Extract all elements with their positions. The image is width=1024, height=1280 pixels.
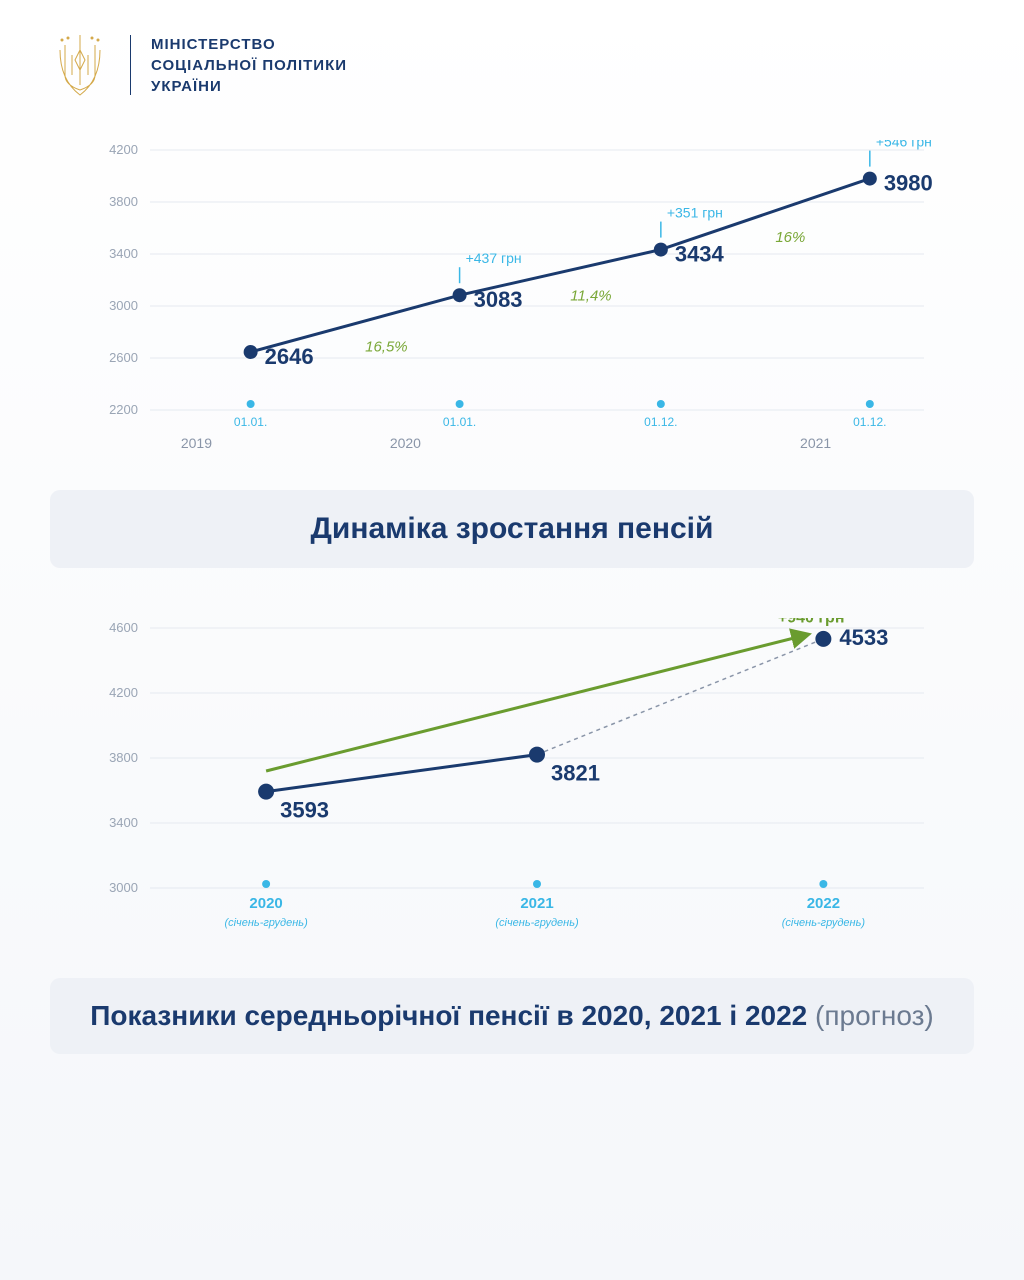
- svg-text:01.01.: 01.01.: [234, 415, 267, 429]
- svg-text:(січень-грудень): (січень-грудень): [495, 917, 579, 929]
- svg-text:+546 грн: +546 грн: [876, 140, 932, 150]
- ministry-line1: МІНІСТЕРСТВО: [151, 34, 347, 55]
- svg-text:3083: 3083: [474, 287, 523, 312]
- svg-text:2646: 2646: [265, 344, 314, 369]
- svg-text:3000: 3000: [109, 880, 138, 895]
- svg-text:3800: 3800: [109, 194, 138, 209]
- svg-text:2020: 2020: [249, 895, 282, 912]
- chart-pension-growth: 2200 2600 3000 3400 3800 4200 2646 3083 +437 грн…: [80, 140, 944, 470]
- svg-text:3400: 3400: [109, 815, 138, 830]
- svg-text:(січень-грудень): (січень-грудень): [224, 917, 308, 929]
- svg-text:4200: 4200: [109, 142, 138, 157]
- svg-text:+351 грн: +351 грн: [667, 205, 723, 221]
- svg-text:01.12.: 01.12.: [853, 415, 886, 429]
- chart1-svg: 2200 2600 3000 3400 3800 4200 2646 3083 +437 грн…: [80, 140, 944, 470]
- header: МІНІСТЕРСТВО СОЦІАЛЬНОЇ ПОЛІТИКИ УКРАЇНИ: [0, 0, 1024, 100]
- svg-text:3821: 3821: [551, 761, 600, 786]
- svg-text:2019: 2019: [181, 435, 212, 451]
- svg-text:2021: 2021: [520, 895, 553, 912]
- svg-text:+940 грн: +940 грн: [778, 618, 845, 627]
- svg-text:16%: 16%: [775, 229, 805, 246]
- svg-text:3400: 3400: [109, 246, 138, 261]
- chart-avg-annual-pension: 3000 3400 3800 4200 4600 +940 грн 3593 3821 4533…: [80, 618, 944, 958]
- chart1-title-band: Динаміка зростання пенсій: [50, 490, 974, 568]
- ministry-name: МІНІСТЕРСТВО СОЦІАЛЬНОЇ ПОЛІТИКИ УКРАЇНИ: [151, 34, 347, 97]
- chart1-title: Динаміка зростання пенсій: [311, 512, 714, 545]
- chart2-title-band: Показники середньорічної пенсії в 2020, …: [50, 978, 974, 1054]
- svg-text:3980: 3980: [884, 171, 933, 196]
- trident-logo-icon: [50, 30, 110, 100]
- svg-text:(січень-грудень): (січень-грудень): [782, 917, 866, 929]
- chart2-svg: 3000 3400 3800 4200 4600 +940 грн 3593 3821 4533…: [80, 618, 944, 958]
- svg-text:+437 грн: +437 грн: [466, 250, 522, 266]
- svg-text:2600: 2600: [109, 350, 138, 365]
- svg-text:3800: 3800: [109, 750, 138, 765]
- svg-text:11,4%: 11,4%: [570, 287, 611, 304]
- svg-text:01.12.: 01.12.: [644, 415, 677, 429]
- svg-text:4600: 4600: [109, 620, 138, 635]
- svg-text:2020: 2020: [390, 435, 421, 451]
- svg-text:16,5%: 16,5%: [365, 339, 408, 356]
- svg-text:2021: 2021: [800, 435, 831, 451]
- svg-text:3593: 3593: [280, 798, 329, 823]
- svg-text:4200: 4200: [109, 685, 138, 700]
- svg-text:01.01.: 01.01.: [443, 415, 476, 429]
- header-divider: [130, 35, 131, 95]
- svg-text:4533: 4533: [839, 625, 888, 650]
- svg-text:3000: 3000: [109, 298, 138, 313]
- svg-text:2200: 2200: [109, 402, 138, 417]
- ministry-line2: СОЦІАЛЬНОЇ ПОЛІТИКИ: [151, 55, 347, 76]
- chart2-title: Показники середньорічної пенсії в 2020, …: [90, 1000, 934, 1031]
- ministry-line3: УКРАЇНИ: [151, 76, 347, 97]
- svg-text:3434: 3434: [675, 242, 725, 267]
- svg-text:2022: 2022: [807, 895, 840, 912]
